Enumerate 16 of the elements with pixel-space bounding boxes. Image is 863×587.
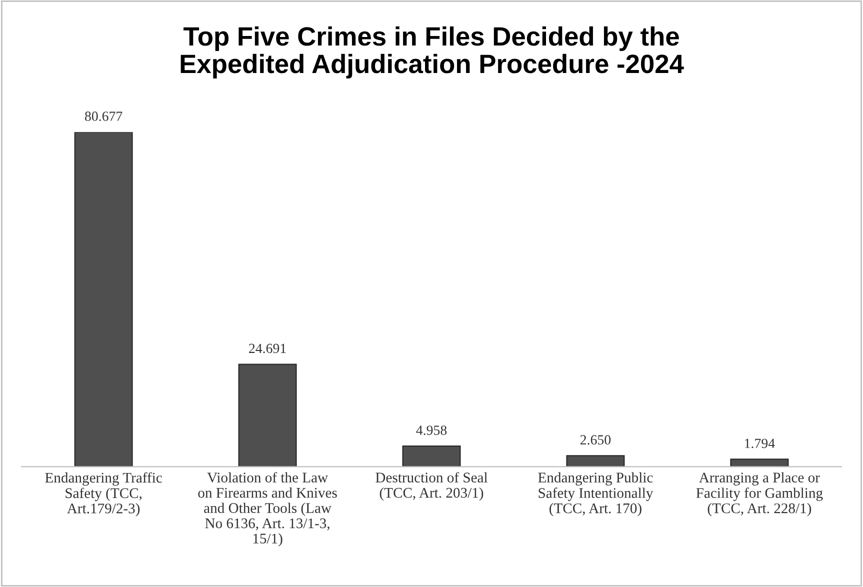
data-label: 1.794 bbox=[745, 438, 775, 448]
x-tick-label: Endangering Public Safety Intentionally (TCC, Art. 170) bbox=[538, 472, 654, 516]
chart-title: Top Five Crimes in Files Decided by the Expedited Adjudication Procedure -2024 bbox=[180, 26, 684, 78]
bar bbox=[730, 458, 789, 467]
bar bbox=[402, 446, 461, 467]
data-label: 24.691 bbox=[249, 344, 286, 354]
x-tick-label: Endangering Traffic Safety (TCC, Art.179/2-3) bbox=[45, 472, 162, 516]
x-tick-label: Violation of the Law on Firearms and Knives and Other Tools (Law No 6136, Art. 13/1-3, 15/1) bbox=[198, 472, 337, 546]
data-label: 80.677 bbox=[84, 112, 122, 121]
bar bbox=[566, 455, 625, 467]
data-label: 2.650 bbox=[580, 435, 611, 445]
x-tick-label: Destruction of Seal (TCC, Art. 203/1) bbox=[376, 472, 488, 501]
bar bbox=[238, 364, 297, 467]
x-tick-label: Arranging a Place or Facility for Gambling (TCC, Art. 228/1) bbox=[696, 472, 823, 516]
data-label: 4.958 bbox=[416, 426, 447, 436]
bar bbox=[74, 132, 133, 467]
